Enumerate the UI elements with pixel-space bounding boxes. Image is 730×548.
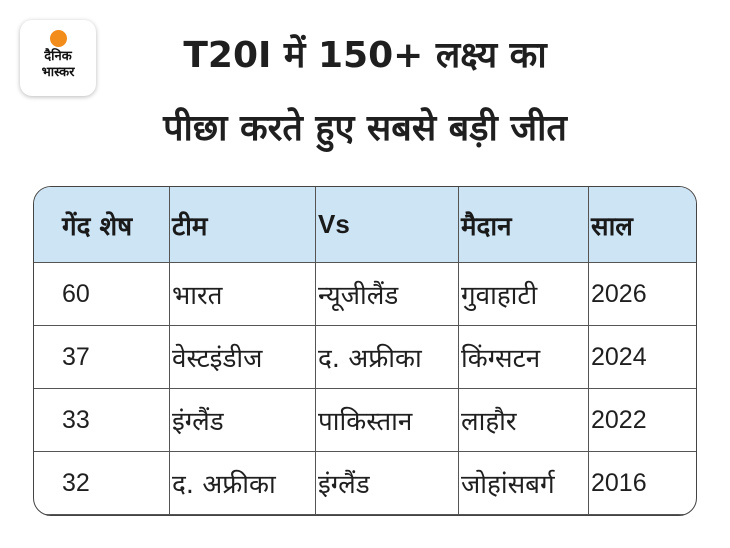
cell-team: वेस्टइंडीज <box>169 325 316 389</box>
cell-balls-remaining: 37 <box>34 325 170 389</box>
column-header-team: टीम <box>169 187 316 263</box>
page-title-line-2: पीछा करते हुए सबसे बड़ी जीत <box>163 108 567 149</box>
cell-opponent: न्यूजीलैंड <box>315 262 459 326</box>
table-header-row: गेंद शेष टीम Vs मैदान साल <box>34 187 696 263</box>
column-header-balls-remaining: गेंद शेष <box>34 187 170 263</box>
cell-balls-remaining: 60 <box>34 262 170 326</box>
cell-opponent: द. अफ्रीका <box>315 325 459 389</box>
cell-year: 2024 <box>588 325 696 389</box>
logo-text-line-1: दैनिक <box>44 49 72 64</box>
cell-balls-remaining: 33 <box>34 388 170 452</box>
cell-team: द. अफ्रीका <box>169 451 316 515</box>
cell-venue: गुवाहाटी <box>458 262 589 326</box>
cell-team: भारत <box>169 262 316 326</box>
cell-team: इंग्लैंड <box>169 388 316 452</box>
cell-venue: जोहांसबर्ग <box>458 451 589 515</box>
dainik-bhaskar-logo: दैनिक भास्कर <box>20 20 96 96</box>
cell-opponent: पाकिस्तान <box>315 388 459 452</box>
cell-opponent: इंग्लैंड <box>315 451 459 515</box>
table-row: 60 भारत न्यूजीलैंड गुवाहाटी 2026 <box>34 262 696 326</box>
page-title-line-1: T20I में 150+ लक्ष्य का <box>183 35 547 76</box>
cell-year: 2022 <box>588 388 696 452</box>
column-header-venue: मैदान <box>458 187 589 263</box>
table-row: 37 वेस्टइंडीज द. अफ्रीका किंग्सटन 2024 <box>34 325 696 389</box>
cell-venue: किंग्सटन <box>458 325 589 389</box>
table-row: 33 इंग्लैंड पाकिस्तान लाहौर 2022 <box>34 388 696 452</box>
cell-venue: लाहौर <box>458 388 589 452</box>
table-row: 32 द. अफ्रीका इंग्लैंड जोहांसबर्ग 2016 <box>34 451 696 515</box>
sun-icon <box>50 30 67 47</box>
records-table: गेंद शेष टीम Vs मैदान साल 60 भारत न्यूजी… <box>34 187 696 515</box>
column-header-opponent: Vs <box>315 187 459 263</box>
records-table-container: गेंद शेष टीम Vs मैदान साल 60 भारत न्यूजी… <box>33 186 697 516</box>
logo-text-line-2: भास्कर <box>41 65 75 80</box>
cell-balls-remaining: 32 <box>34 451 170 515</box>
cell-year: 2026 <box>588 262 696 326</box>
cell-year: 2016 <box>588 451 696 515</box>
column-header-year: साल <box>588 187 696 263</box>
